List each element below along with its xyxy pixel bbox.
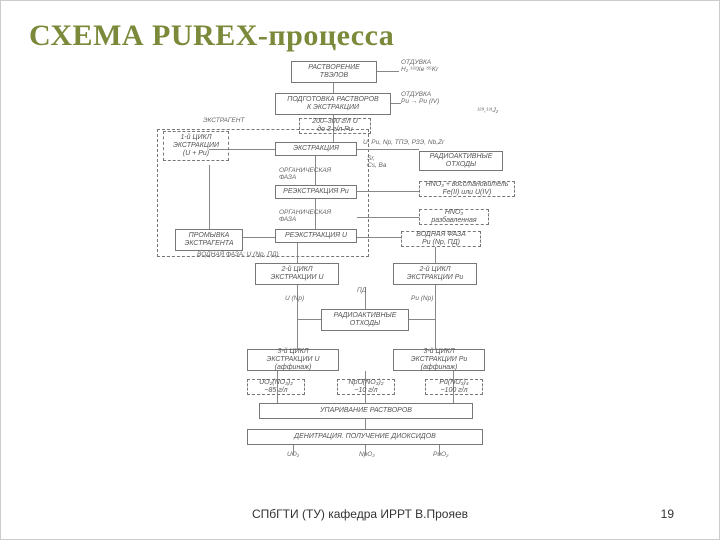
flow-node-n21: ДЕНИТРАЦИЯ. ПОЛУЧЕНИЕ ДИОКСИДОВ: [247, 429, 483, 445]
flow-node-n17: UO₂(NO₃)₂ ~85 г/л: [247, 379, 305, 395]
flow-edge: [357, 237, 401, 238]
flow-node-ext1: 1-й ЦИКЛ ЭКСТРАКЦИИ (U + Pu): [163, 131, 229, 161]
flow-edge: [357, 191, 419, 192]
flow-label: ВОДНАЯ ФАЗА: U (Np, ПД): [197, 251, 279, 258]
flow-node-n10: РЕЭКСТРАКЦИЯ U: [275, 229, 357, 243]
flow-label: UO₂: [287, 451, 299, 458]
flow-edge: [333, 83, 334, 93]
flow-edge: [209, 165, 210, 229]
flow-node-n8: HNO₃ разбавленная: [419, 209, 489, 225]
flow-label: PuO₂: [433, 451, 449, 458]
flow-node-n1: РАСТВОРЕНИЕ ТВЭЛОВ: [291, 61, 377, 83]
flow-node-n5: РАДИОАКТИВНЫЕ ОТХОДЫ: [419, 151, 503, 171]
flow-label: Sr, Cs, Ba: [367, 155, 387, 169]
flow-label: ПД: [357, 287, 366, 294]
flow-node-n6: РЕЭКСТРАКЦИЯ Pu: [275, 185, 357, 199]
page-number: 19: [661, 507, 674, 521]
flow-label: U (Np): [285, 295, 304, 302]
flow-label: ЭКСТРАГЕНТ: [203, 117, 244, 124]
flow-node-n20: УПАРИВАНИЕ РАСТВОРОВ: [259, 403, 473, 419]
purex-flowchart: РАСТВОРЕНИЕ ТВЭЛОВ ПОДГОТОВКА РАСТВОРОВ К…: [101, 59, 621, 479]
flow-node-n7: HNO₃ + восстановитель Fe(II) или U(IV): [419, 181, 515, 197]
flow-node-n3: 200–300 г/л U до 3 г/л Pu: [299, 118, 371, 134]
flow-edge: [357, 217, 419, 218]
flow-node-n13: 2-й ЦИКЛ ЭКСТРАКЦИИ Pu: [393, 263, 477, 285]
flow-label: ОРГАНИЧЕСКАЯ ФАЗА: [279, 167, 331, 181]
flow-edge: [243, 237, 275, 238]
flow-label: Pu (Np): [411, 295, 433, 302]
flow-edge: [297, 319, 321, 320]
flow-edge: [409, 319, 435, 320]
flow-edge: [435, 247, 436, 263]
flow-edge: [391, 103, 401, 104]
flow-label: ОТДУВКА H₂ ¹³³Xe ⁸⁵Kr: [401, 59, 438, 73]
flow-label: ОТДУВКА Pu → Pu (IV): [401, 91, 439, 105]
flow-node-n15: 3-й ЦИКЛ ЭКСТРАКЦИИ U (аффинаж): [247, 349, 339, 371]
footer-text: СПбГТИ (ТУ) кафедра ИРРТ В.Прояев: [1, 507, 719, 521]
flow-label: U, Pu, Np, ТПЭ, РЗЭ, Nb,Zr: [363, 139, 444, 146]
flow-edge: [435, 285, 436, 349]
flow-label: ОРГАНИЧЕСКАЯ ФАЗА: [279, 209, 331, 223]
flow-node-n12: 2-й ЦИКЛ ЭКСТРАКЦИИ U: [255, 263, 339, 285]
flow-edge: [365, 419, 366, 429]
flow-label: NpO₂: [359, 451, 375, 458]
flow-node-n16: 3-й ЦИКЛ ЭКСТРАКЦИИ Pu (аффинаж): [393, 349, 485, 371]
flow-edge: [377, 71, 399, 72]
flow-edge: [297, 243, 298, 263]
flow-node-n2: ПОДГОТОВКА РАСТВОРОВ К ЭКСТРАКЦИИ: [275, 93, 391, 115]
slide-title: СХЕМА PUREX-процесса: [29, 19, 394, 53]
flow-edge: [357, 149, 419, 150]
flow-node-n4: ЭКСТРАКЦИЯ: [275, 142, 357, 156]
flow-node-n18: NpO(NO₃)₂ ~10 г/л: [337, 379, 395, 395]
flow-node-n11: ВОДНАЯ ФАЗА Pu (Np, ПД): [401, 231, 481, 247]
flow-node-n14: РАДИОАКТИВНЫЕ ОТХОДЫ: [321, 309, 409, 331]
flow-node-n9: ПРОМЫВКА ЭКСТРАГЕНТА: [175, 229, 243, 251]
flow-node-n19: Pu(NO₃)₄ ~100 г/л: [425, 379, 483, 395]
flow-label: ¹²⁹,¹³¹J₂: [477, 107, 498, 114]
